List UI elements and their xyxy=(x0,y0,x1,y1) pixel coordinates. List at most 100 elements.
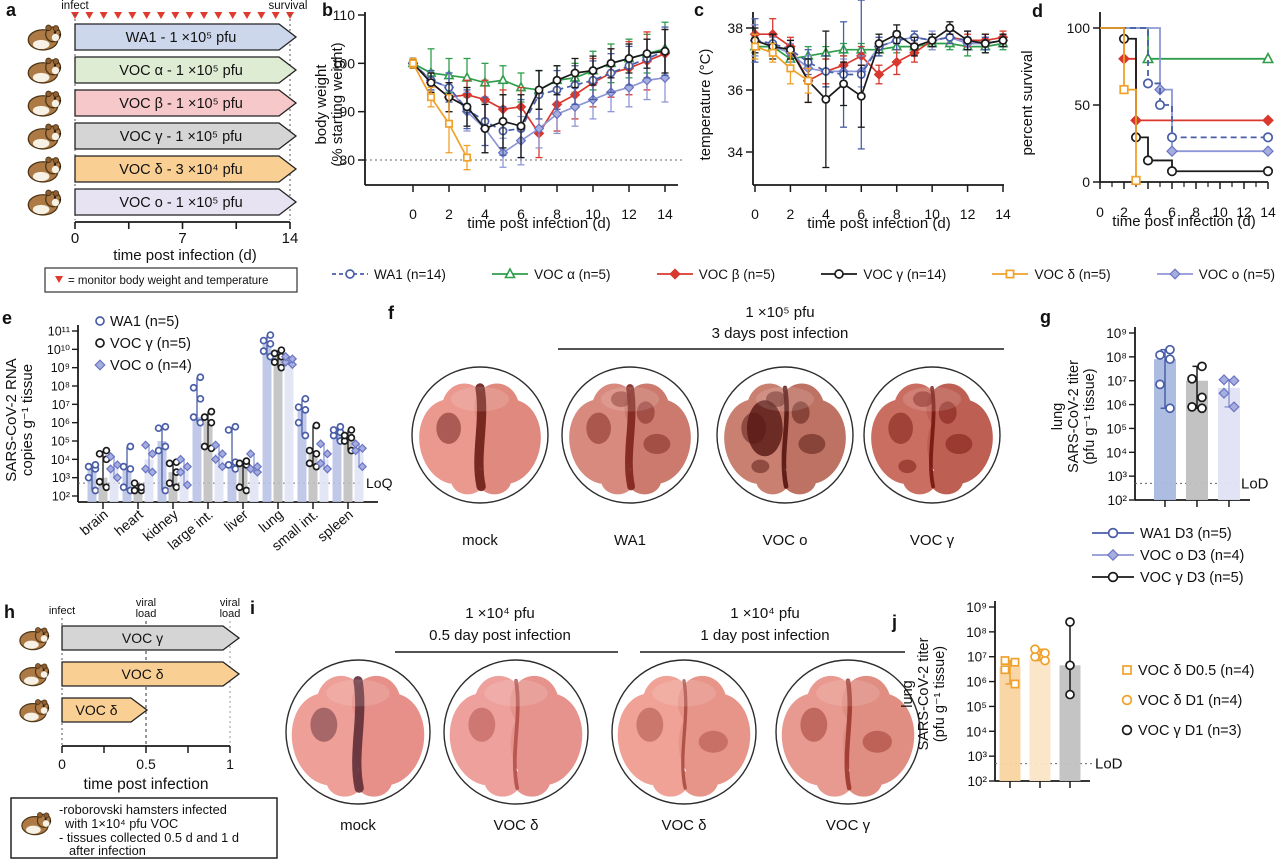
main-series-legend: WA1 (n=14) VOC α (n=5) VOC β (n=5) VOC γ (n… xyxy=(330,261,1275,287)
panel-letter-d: d xyxy=(1032,1,1043,21)
chart-c: 0 2 4 6 8 10 12 14 34 36 38 time post infection (d)… xyxy=(697,0,1011,232)
svg-text:WA1 - 1 ×10⁵ pfu: WA1 - 1 ×10⁵ pfu xyxy=(126,30,237,46)
svg-text:VOC δ D1 (n=4): VOC δ D1 (n=4) xyxy=(1138,693,1242,709)
panel-g-lung-titer-chart: 10² 10³ 10⁴ 10⁵ 10⁶ 10⁷ 10⁸ 10⁹ lung SARS-CoV-2 t… xyxy=(1010,295,1280,597)
lung-photo xyxy=(449,675,583,797)
e-omicron-6 xyxy=(315,439,333,502)
svg-text:time post infection (d): time post infection (d) xyxy=(467,215,610,232)
svg-text:8: 8 xyxy=(893,206,901,222)
svg-text:10: 10 xyxy=(1212,204,1228,220)
g-bar-2 xyxy=(1218,374,1240,500)
e-wa1-6 xyxy=(294,394,310,502)
svg-text:7: 7 xyxy=(178,230,186,247)
svg-text:percent survival: percent survival xyxy=(1019,50,1036,155)
svg-text:14: 14 xyxy=(282,230,299,247)
series-gamma xyxy=(750,21,1008,169)
e-gamma-0 xyxy=(95,446,111,502)
panel-letter-e: e xyxy=(2,308,13,328)
legend-sample-alpha xyxy=(492,267,529,279)
hamster-icon xyxy=(19,699,50,723)
svg-text:liver: liver xyxy=(221,506,251,535)
panel-i-svg: 1 ×10⁴ pfu 0.5 day post infection 1 ×10⁴ p… xyxy=(285,605,921,834)
legend-item-delta: VOC δ (n=5) xyxy=(990,267,1111,282)
svg-text:survival: survival xyxy=(269,0,308,12)
lung-photo xyxy=(781,675,915,797)
svg-text:VOC o: VOC o xyxy=(762,532,807,549)
lung-photo xyxy=(724,383,846,495)
svg-text:4: 4 xyxy=(822,206,830,222)
treatment-arrow xyxy=(74,155,298,183)
svg-text:(pfu g⁻¹ tissue): (pfu g⁻¹ tissue) xyxy=(1082,368,1098,464)
svg-text:0.5: 0.5 xyxy=(136,756,156,772)
legend-sample-wa1 xyxy=(332,269,368,279)
svg-text:12: 12 xyxy=(960,206,976,222)
g-bar-1 xyxy=(1186,361,1208,500)
e-wa1-3 xyxy=(189,373,205,502)
svg-text:10⁴: 10⁴ xyxy=(51,453,70,467)
svg-text:SARS-CoV-2 titer: SARS-CoV-2 titer xyxy=(1066,360,1082,473)
svg-text:VOC δ D0.5 (n=4): VOC δ D0.5 (n=4) xyxy=(1138,663,1254,679)
hamster-icon xyxy=(27,189,62,216)
treatment-arrow xyxy=(74,23,298,51)
panel-e-rna-copies-chart: 10² 10³ 10⁴ 10⁵ 10⁶ 10⁷ 10⁸ 10⁹ 10¹⁰ 10¹¹ SARS-CoV… xyxy=(0,295,400,600)
lung-photo xyxy=(291,675,425,797)
svg-text:after infection: after infection xyxy=(69,843,146,858)
legend-item-g-1: VOC o D3 (n=4) xyxy=(1092,548,1244,564)
svg-text:3 days post infection: 3 days post infection xyxy=(712,325,849,342)
panel-d-survival-chart: 0 2 4 6 8 10 12 14 0 50 100 time post infection (d)… xyxy=(1008,0,1280,256)
svg-text:spleen: spleen xyxy=(314,506,356,545)
panel-f-lung-photos: 1 ×10⁵ pfu 3 days post infection mock WA1 VO… xyxy=(372,295,1012,560)
svg-text:10: 10 xyxy=(585,206,601,222)
e-gamma-1 xyxy=(130,479,146,502)
legend-sample-beta xyxy=(656,268,693,280)
chart-e: 10² 10³ 10⁴ 10⁵ 10⁶ 10⁷ 10⁸ 10⁹ 10¹⁰ 10¹¹ SARS-CoV… xyxy=(3,314,393,554)
svg-text:0: 0 xyxy=(751,206,759,222)
svg-text:brain: brain xyxy=(77,506,111,538)
svg-text:0: 0 xyxy=(409,206,417,222)
series-delta xyxy=(750,33,813,94)
hamster-icon xyxy=(19,663,50,687)
hamster-icon xyxy=(27,57,62,84)
panel-b-bodyweight-chart: 0 2 4 6 8 10 12 14 80 90 100 110 time post infection… xyxy=(310,0,690,256)
panel-letter-f: f xyxy=(388,303,394,323)
svg-text:temperature (°C): temperature (°C) xyxy=(697,49,714,161)
series-delta xyxy=(408,57,472,171)
svg-text:time post infection (d): time post infection (d) xyxy=(1112,213,1255,230)
svg-text:4: 4 xyxy=(481,206,489,222)
lung-photo xyxy=(419,383,541,495)
e-gamma-4 xyxy=(235,457,251,502)
svg-text:time post infection (d): time post infection (d) xyxy=(113,247,256,264)
svg-text:VOC γ: VOC γ xyxy=(910,532,955,549)
panel-a-svg: infect survival WA1 - 1 ×10⁵ pfu VOC α - 1 … xyxy=(27,0,308,293)
chart-b: 0 2 4 6 8 10 12 14 80 90 100 110 time post infection… xyxy=(313,7,682,232)
svg-text:mock: mock xyxy=(340,817,376,834)
panel-letter-h: h xyxy=(4,602,15,622)
legend-item-j-0: VOC δ D0.5 (n=4) xyxy=(1122,663,1254,679)
svg-text:0: 0 xyxy=(1082,174,1090,190)
svg-text:load: load xyxy=(136,608,157,620)
svg-text:80: 80 xyxy=(339,152,355,168)
svg-text:2: 2 xyxy=(1120,204,1128,220)
svg-text:copies g⁻¹ tissue: copies g⁻¹ tissue xyxy=(19,364,36,476)
svg-text:50: 50 xyxy=(1074,97,1090,113)
svg-text:14: 14 xyxy=(995,206,1011,222)
svg-text:1: 1 xyxy=(226,756,234,772)
svg-text:10⁴: 10⁴ xyxy=(966,724,987,739)
svg-text:6: 6 xyxy=(1168,204,1176,220)
svg-text:10⁹: 10⁹ xyxy=(1106,326,1127,341)
treatment-arrow xyxy=(74,56,298,84)
svg-text:100: 100 xyxy=(1067,20,1091,36)
svg-text:10¹¹: 10¹¹ xyxy=(48,325,70,339)
svg-text:10⁹: 10⁹ xyxy=(966,600,987,615)
svg-text:load: load xyxy=(220,608,241,620)
svg-text:VOC δ: VOC δ xyxy=(493,817,538,834)
experiment-note-box xyxy=(10,797,278,859)
svg-text:10⁹: 10⁹ xyxy=(51,361,70,375)
panel-j-lung-titer-chart: 10² 10³ 10⁴ 10⁵ 10⁶ 10⁷ 10⁸ 10⁹ lung SARS-CoV-2 t… xyxy=(890,595,1280,851)
svg-text:1 ×10⁴ pfu: 1 ×10⁴ pfu xyxy=(465,605,534,622)
panel-letter-i: i xyxy=(250,598,256,618)
legend-item-omicron: VOC o (n=5) xyxy=(1155,267,1275,282)
svg-text:SARS-CoV-2 titer: SARS-CoV-2 titer xyxy=(916,637,932,750)
series-wa1 xyxy=(1100,27,1274,143)
